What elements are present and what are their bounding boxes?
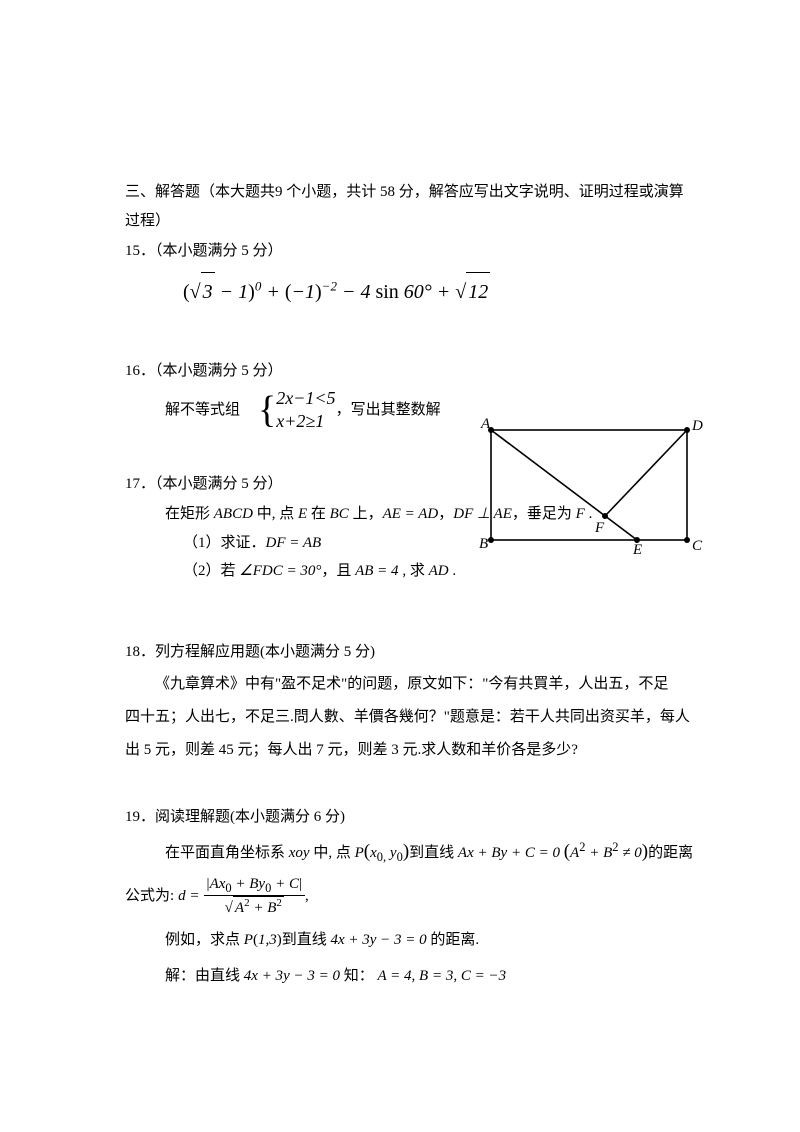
label-B: B xyxy=(479,536,488,552)
t: . xyxy=(449,563,457,579)
q17-label: 17．（本小题满分 5 分） xyxy=(125,476,283,492)
label-A: A xyxy=(480,418,491,432)
label-F: F xyxy=(594,520,605,536)
t: AE = AD xyxy=(383,506,439,522)
t: , xyxy=(305,882,309,911)
q19-label: 19．阅读理解题(本小题满分 6 分) xyxy=(125,809,345,825)
question-16-label: 16．（本小题满分 5 分） xyxy=(125,357,695,386)
q18-label: 18．列方程解应用题(本小题满分 5 分) xyxy=(125,644,375,660)
t: 中, 点 xyxy=(310,845,355,861)
t: ，且 xyxy=(321,563,355,579)
t: AD xyxy=(429,563,449,579)
t: 知： xyxy=(340,968,374,984)
t: （1）求证． xyxy=(183,535,266,551)
q16-row1: 2x−1<5 xyxy=(276,387,335,410)
q19-example: 例如，求点 P(1,3)到直线 4x + 3y − 3 = 0 的距离. xyxy=(125,926,695,955)
t: 上， xyxy=(349,506,383,522)
q16-row2: x+2≥1 xyxy=(276,410,335,433)
t: 中, 点 xyxy=(253,506,298,522)
q16-label: 16．（本小题满分 5 分） xyxy=(125,363,283,379)
t: 到直线 xyxy=(282,932,331,948)
label-E: E xyxy=(632,542,642,558)
t: , 求 xyxy=(399,563,429,579)
section-header: 三、解答题（本大题共9 个小题，共计 58 分，解答应写出文字说明、证明过程或演… xyxy=(125,178,695,235)
question-18-label: 18．列方程解应用题(本小题满分 5 分) xyxy=(125,638,695,667)
label-C: C xyxy=(692,538,703,554)
q15-label: 15．（本小题满分 5 分） xyxy=(125,243,283,259)
t: 例如，求点 xyxy=(165,932,244,948)
q15-formula: (√3 − 1)0 + (−1)−2 − 4 sin 60° + √12 xyxy=(125,268,695,311)
t: 解：由直线 xyxy=(165,968,244,984)
q18-p1: 《九章算术》中有"盈不足术"的问题，原文如下："今有共買羊，人出五，不足 xyxy=(125,668,695,701)
t: 到直线 xyxy=(409,845,458,861)
t: 公式为: xyxy=(125,882,174,911)
q17-diagram: A D B C E F xyxy=(473,418,705,558)
q16-suffix: ，写出其整数解 xyxy=(336,396,441,425)
t: DF = AB xyxy=(266,535,322,551)
t: 在 xyxy=(307,506,330,522)
t: 在平面直角坐标系 xyxy=(165,845,289,861)
question-17-part2: （2）若 ∠FDC = 30°，且 AB = 4 , 求 AD . xyxy=(125,557,695,586)
t: E xyxy=(298,506,307,522)
brace-icon: { xyxy=(258,391,276,429)
t: xoy xyxy=(289,845,310,861)
t: ABCD xyxy=(214,506,253,522)
t: 的距离. xyxy=(427,932,480,948)
t: AB = 4 xyxy=(355,563,398,579)
question-15: 15．（本小题满分 5 分） xyxy=(125,237,695,266)
q16-prefix: 解不等式组 xyxy=(165,396,240,425)
t: 的距离 xyxy=(648,845,693,861)
q19-solution: 解：由直线 4x + 3y − 3 = 0 知： A = 4, B = 3, C… xyxy=(125,962,695,991)
q19-formula: 公式为: d = |Ax0 + By0 + C| √A2 + B2 , xyxy=(125,876,695,918)
t: ∠FDC = 30° xyxy=(239,563,321,579)
q19-line1: 在平面直角坐标系 xoy 中, 点 P(x0, y0)到直线 Ax + By +… xyxy=(125,834,695,870)
question-19-label: 19．阅读理解题(本小题满分 6 分) xyxy=(125,803,695,832)
t: ， xyxy=(438,506,453,522)
t: BC xyxy=(330,506,349,522)
q18-p3: 出 5 元，则差 45 元；每人出 7 元，则差 3 元.求人数和羊价各是多少? xyxy=(125,734,695,767)
label-D: D xyxy=(691,418,703,434)
t: 在矩形 xyxy=(165,506,214,522)
t: （2）若 xyxy=(183,563,239,579)
q18-p2: 四十五；人出七，不足三.問人數、羊價各幾何？"题意是：若干人共同出资买羊，每人 xyxy=(125,701,695,734)
